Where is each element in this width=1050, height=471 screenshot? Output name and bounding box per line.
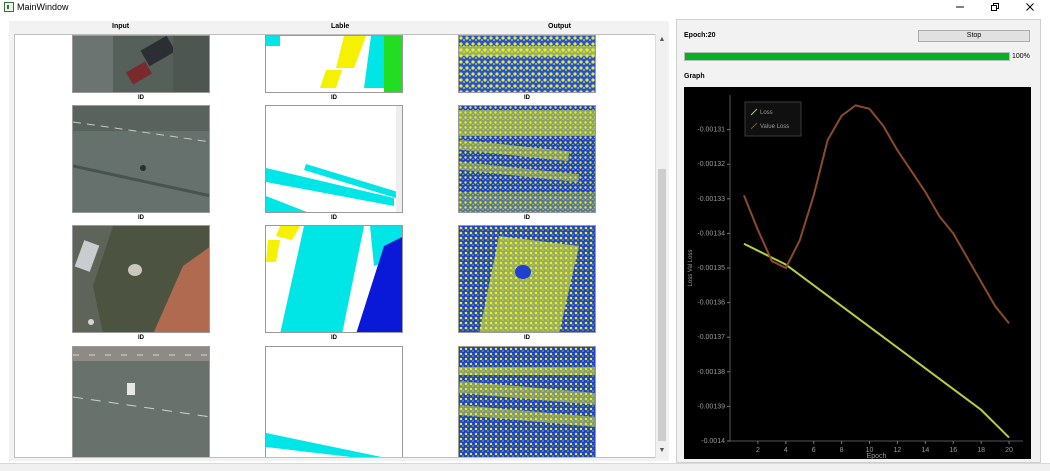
chart-background [684, 87, 1031, 459]
column-header-label: Lable [331, 23, 350, 30]
x-tick-label: 6 [812, 447, 816, 454]
progress-bar [684, 52, 1010, 61]
series-line-loss [743, 242, 1010, 439]
minimize-button[interactable] [943, 0, 977, 14]
row-id-label: ID [331, 215, 337, 221]
y-tick-label: -0.00135 [697, 265, 725, 272]
y-tick-label: -0.00134 [697, 230, 725, 237]
x-tick-label: 4 [784, 447, 788, 454]
y-axis-title: Loss Val Loss [688, 250, 694, 287]
x-tick-label: 2 [756, 447, 760, 454]
window-title: MainWindow [17, 2, 69, 12]
output-image [458, 105, 596, 213]
y-tick-label: -0.0014 [701, 438, 725, 445]
legend-swatch [750, 108, 758, 116]
close-button[interactable] [1013, 0, 1047, 14]
input-image [72, 105, 210, 213]
app-icon [4, 2, 14, 12]
restore-icon [991, 3, 999, 11]
label-image [265, 105, 403, 213]
title-bar: MainWindow [0, 0, 1050, 14]
row-id-label: ID [524, 95, 530, 101]
y-tick-label: -0.00139 [697, 403, 725, 410]
y-tick-label: -0.00137 [697, 334, 725, 341]
output-image [458, 346, 596, 457]
x-tick-label: 12 [894, 447, 902, 454]
row-id-label: ID [331, 95, 337, 101]
input-image [72, 225, 210, 333]
progress-fill [685, 53, 1009, 60]
input-image [72, 346, 210, 457]
x-tick-label: 18 [977, 447, 985, 454]
row-id-label: ID [524, 335, 530, 341]
legend-swatch [750, 122, 758, 130]
x-axis-title: Epoch [867, 453, 887, 459]
epoch-label: Epoch:20 [684, 32, 716, 39]
x-tick-label: 14 [921, 447, 929, 454]
image-scroll-area[interactable]: ID ID ID ID ID ID ID ID ID [14, 34, 667, 458]
row-id-label: ID [138, 335, 144, 341]
series-line-value-loss [743, 104, 1010, 324]
output-image [458, 35, 596, 93]
progress-text: 100% [1012, 53, 1030, 60]
legend-label: Value Loss [760, 124, 789, 130]
close-icon [1026, 3, 1034, 11]
vertical-scrollbar[interactable]: ▲ ▼ [655, 34, 667, 458]
y-tick-label: -0.00132 [697, 161, 725, 168]
row-id-label: ID [331, 335, 337, 341]
stop-button[interactable]: Stop [918, 30, 1030, 42]
y-tick-label: -0.00136 [697, 300, 725, 307]
restore-button[interactable] [978, 0, 1012, 14]
label-image [265, 346, 403, 457]
graph-label: Graph [684, 73, 705, 80]
x-tick-label: 16 [949, 447, 957, 454]
x-tick-label: 10 [866, 447, 874, 454]
output-image [458, 225, 596, 333]
scrollbar-thumb[interactable] [658, 169, 666, 441]
column-header-input: Input [112, 23, 130, 30]
row-id-label: ID [524, 215, 530, 221]
label-image [265, 225, 403, 333]
y-tick-label: -0.00133 [697, 196, 725, 203]
column-header-output: Output [548, 23, 571, 30]
status-bar [0, 463, 1050, 471]
loss-chart: -0.00131 -0.00132 -0.00133 -0.00134 -0.00135… [684, 87, 1031, 459]
y-tick-label: -0.00131 [697, 127, 725, 134]
label-image [265, 35, 403, 93]
row-id-label: ID [138, 215, 144, 221]
scroll-down-icon[interactable]: ▼ [658, 447, 666, 454]
legend-label: Loss [760, 110, 773, 116]
row-id-label: ID [138, 95, 144, 101]
x-tick-label: 20 [1005, 447, 1013, 454]
legend-box [744, 101, 802, 137]
y-tick-label: -0.00138 [697, 369, 725, 376]
scroll-up-icon[interactable]: ▲ [658, 36, 666, 43]
x-tick-label: 8 [840, 447, 844, 454]
input-image [72, 35, 210, 93]
minimize-icon [956, 6, 964, 8]
